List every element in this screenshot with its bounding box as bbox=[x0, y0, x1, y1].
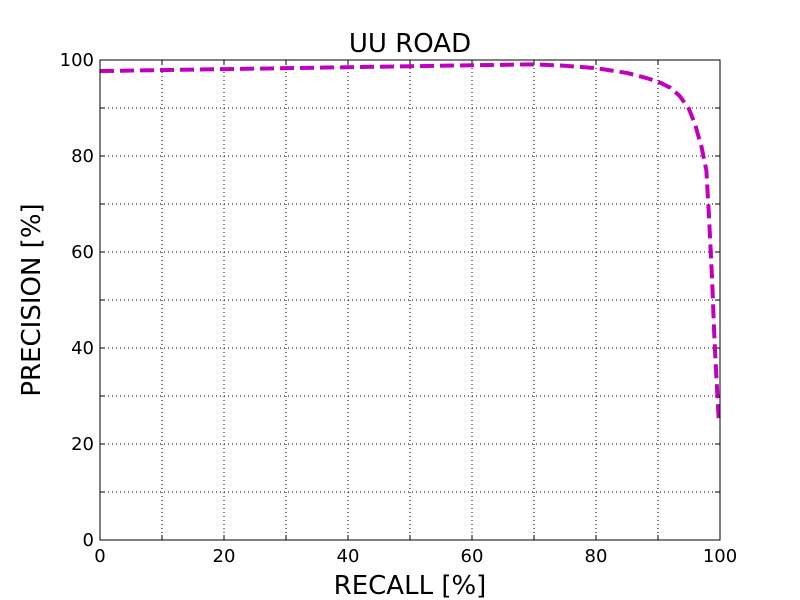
x-tick-label: 60 bbox=[461, 546, 484, 567]
y-axis-label: PRECISION [%] bbox=[17, 203, 47, 396]
y-tick-label: 80 bbox=[71, 146, 94, 167]
y-tick-label: 20 bbox=[71, 434, 94, 455]
y-tick-label: 0 bbox=[83, 530, 94, 551]
plot-frame bbox=[99, 59, 721, 541]
y-tick-label: 40 bbox=[71, 338, 94, 359]
y-tick-label: 60 bbox=[71, 242, 94, 263]
x-tick-label: 40 bbox=[337, 546, 360, 567]
chart-title: UU ROAD bbox=[349, 29, 471, 59]
x-tick-label: 80 bbox=[585, 546, 608, 567]
x-tick-label: 100 bbox=[703, 546, 737, 567]
data-line bbox=[99, 62, 721, 421]
x-tick-label: 20 bbox=[213, 546, 236, 567]
y-tick-label: 100 bbox=[60, 50, 94, 71]
x-tick-label: 0 bbox=[94, 546, 105, 567]
x-axis-label: RECALL [%] bbox=[334, 571, 487, 600]
